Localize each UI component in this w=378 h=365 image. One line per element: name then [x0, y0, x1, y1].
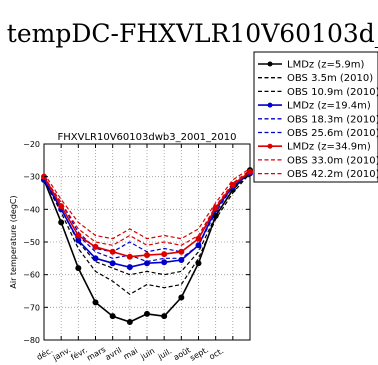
- series-line: [43, 172, 251, 276]
- data-point: [195, 235, 202, 242]
- y-tick-label: −20: [23, 140, 40, 149]
- legend-item: OBS 3.5m (2010): [258, 73, 373, 84]
- data-point: [126, 264, 133, 271]
- x-tick-label: févr.: [69, 345, 89, 362]
- legend-item: OBS 33.0m (2010): [258, 155, 378, 166]
- data-point: [58, 203, 65, 210]
- data-point: [247, 168, 253, 175]
- data-point: [144, 310, 150, 317]
- data-point: [144, 252, 150, 259]
- data-point: [212, 204, 219, 211]
- y-tick-label: −50: [23, 238, 40, 247]
- series-line: [43, 167, 251, 240]
- data-point: [195, 260, 202, 267]
- data-point: [92, 243, 99, 250]
- legend-marker-swatch: [267, 102, 273, 108]
- figure-title: tempDC-FHXVLR10V60103d_2: [7, 19, 378, 48]
- y-tick-label: −80: [23, 336, 40, 345]
- legend-label: LMDz (z=5.9m): [287, 60, 365, 71]
- series-line: [43, 173, 251, 295]
- data-point: [58, 219, 65, 226]
- legend-item: OBS 42.2m (2010): [258, 169, 378, 180]
- legend-marker-swatch: [267, 143, 273, 149]
- series-1: [43, 173, 251, 295]
- data-point: [126, 319, 133, 326]
- data-point: [178, 294, 185, 301]
- series-6: [41, 168, 253, 260]
- legend-item: LMDz (z=5.9m): [258, 60, 365, 71]
- x-tick-label: oct.: [208, 346, 225, 361]
- legend-item: LMDz (z=19.4m): [258, 101, 371, 112]
- legend-label: OBS 33.0m (2010): [287, 155, 378, 166]
- data-point: [109, 248, 116, 255]
- legend-item: OBS 18.3m (2010): [258, 114, 378, 125]
- chart-title: FHXVLR10V60103dwb3_2001_2010: [58, 132, 237, 143]
- y-tick-label: −60: [23, 271, 40, 280]
- legend-label: OBS 10.9m (2010): [287, 87, 378, 98]
- data-point: [229, 181, 236, 188]
- legend-label: OBS 3.5m (2010): [287, 73, 373, 84]
- y-tick-label: −70: [23, 303, 40, 312]
- legend-item: LMDz (z=34.9m): [258, 142, 371, 153]
- x-tick-label: mai: [122, 346, 139, 361]
- legend-label: OBS 25.6m (2010): [287, 128, 378, 139]
- legend-label: LMDz (z=19.4m): [287, 101, 371, 112]
- data-point: [109, 260, 116, 267]
- legend-label: OBS 18.3m (2010): [287, 114, 378, 125]
- data-point: [92, 299, 99, 306]
- legend-item: OBS 25.6m (2010): [258, 128, 378, 139]
- data-point: [195, 242, 202, 249]
- legend: LMDz (z=5.9m) OBS 3.5m (2010) OBS 10.9m (2…: [253, 51, 378, 183]
- legend-marker-swatch: [267, 61, 273, 67]
- data-point: [161, 313, 168, 320]
- legend-label: OBS 42.2m (2010): [287, 169, 378, 180]
- data-point: [92, 255, 99, 262]
- y-axis-label: Air temperature (degC): [9, 195, 18, 288]
- data-point: [109, 313, 116, 320]
- y-axis-ticks: −80 −70 −60 −50 −40 −30 −20: [23, 140, 250, 345]
- data-point: [75, 265, 82, 272]
- data-point: [144, 260, 150, 267]
- data-point: [126, 253, 133, 260]
- legend-item: OBS 10.9m (2010): [258, 87, 378, 98]
- series-layer: [41, 167, 253, 326]
- data-point: [75, 232, 82, 239]
- x-tick-label: avril: [104, 346, 124, 362]
- data-point: [178, 248, 185, 255]
- legend-label: LMDz (z=34.9m): [287, 142, 371, 153]
- data-point: [178, 256, 185, 263]
- series-2: [43, 172, 251, 276]
- series-8: [43, 167, 251, 240]
- data-point: [161, 251, 168, 258]
- x-tick-label: juin: [138, 346, 156, 362]
- y-tick-label: −40: [23, 205, 40, 214]
- data-point: [75, 237, 82, 244]
- plot-area: −80−70−60−50−40−30−20 déc.janv.févr.mars…: [9, 132, 253, 363]
- y-tick-label: −30: [23, 173, 40, 182]
- data-point: [161, 259, 168, 266]
- x-tick-label: déc.: [35, 345, 55, 362]
